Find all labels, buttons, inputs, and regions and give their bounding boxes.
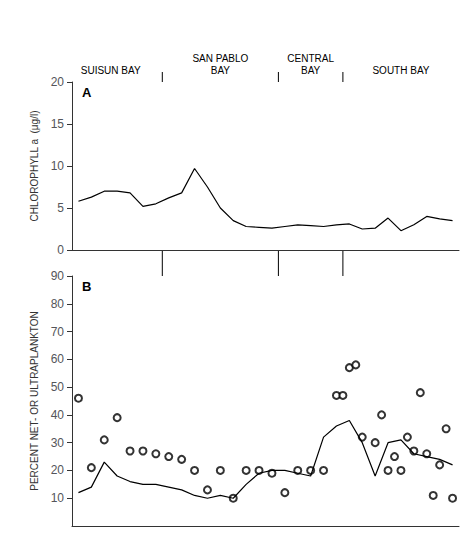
- svg-text:30: 30: [51, 436, 65, 450]
- svg-text:0: 0: [57, 243, 64, 257]
- svg-text:CENTRAL: CENTRAL: [287, 53, 334, 64]
- svg-text:SOUTH BAY: SOUTH BAY: [372, 65, 429, 76]
- svg-text:80: 80: [51, 297, 65, 311]
- svg-text:70: 70: [51, 325, 65, 339]
- svg-text:SUISUN BAY: SUISUN BAY: [81, 65, 141, 76]
- svg-text:15: 15: [51, 117, 65, 131]
- svg-text:60: 60: [51, 352, 65, 366]
- svg-text:10: 10: [51, 159, 65, 173]
- svg-text:5: 5: [57, 201, 64, 215]
- svg-text:BAY: BAY: [301, 65, 321, 76]
- svg-text:20: 20: [51, 75, 65, 89]
- svg-text:A: A: [82, 85, 92, 100]
- svg-text:BAY: BAY: [211, 65, 231, 76]
- svg-text:B: B: [82, 279, 91, 294]
- svg-text:PERCENT NET- OR ULTRAPLANKTON: PERCENT NET- OR ULTRAPLANKTON: [29, 311, 40, 490]
- svg-text:CHLOROPHYLL a (μg/l): CHLOROPHYLL a (μg/l): [29, 111, 40, 222]
- svg-text:40: 40: [51, 408, 65, 422]
- svg-text:SAN PABLO: SAN PABLO: [192, 53, 248, 64]
- svg-text:20: 20: [51, 463, 65, 477]
- svg-text:90: 90: [51, 269, 65, 283]
- svg-text:50: 50: [51, 380, 65, 394]
- svg-text:10: 10: [51, 491, 65, 505]
